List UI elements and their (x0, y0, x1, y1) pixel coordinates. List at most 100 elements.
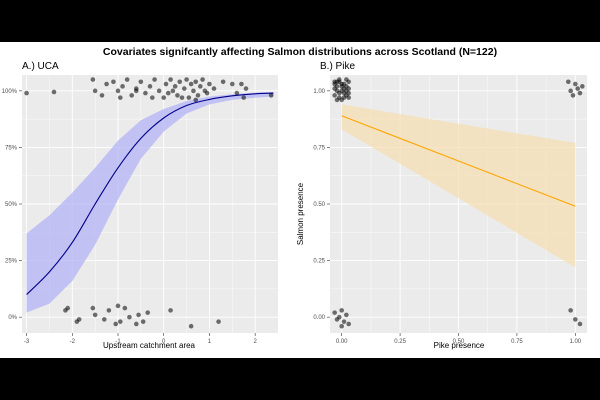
data-point (229, 81, 235, 87)
data-point (339, 323, 344, 329)
data-point (241, 95, 247, 100)
data-point (193, 97, 199, 103)
panel-title-uca: A.) UCA (22, 61, 59, 72)
data-point (346, 90, 351, 96)
y-tick-label: 0.00 (313, 315, 325, 321)
x-tick-label: 0.75 (511, 339, 523, 345)
data-point (101, 317, 107, 322)
data-point (186, 95, 192, 100)
data-point (143, 90, 148, 96)
fitted-line (26, 92, 274, 295)
data-point (179, 95, 185, 100)
figure-title: Covariates signifcantly affecting Salmon… (103, 46, 497, 58)
data-point (168, 77, 173, 82)
data-point (115, 88, 121, 94)
x-tick-label: -2 (70, 339, 76, 345)
data-point (165, 90, 171, 96)
data-point (76, 317, 82, 322)
data-point (122, 305, 128, 311)
panel-title-pike: B.) Pike (320, 61, 355, 72)
data-point (577, 90, 583, 96)
data-point (239, 81, 244, 87)
data-point (51, 89, 57, 95)
data-point (334, 97, 340, 103)
x-tick-label: 0.50 (453, 339, 465, 345)
data-point (346, 79, 351, 85)
data-point (184, 77, 189, 82)
data-point (129, 93, 135, 98)
data-point (341, 86, 347, 91)
data-point (170, 88, 176, 94)
data-point (133, 88, 139, 94)
data-point (573, 81, 578, 87)
data-point (332, 93, 337, 98)
data-point (243, 86, 249, 91)
data-point (120, 84, 125, 89)
data-point (568, 88, 573, 94)
data-point (138, 79, 144, 85)
data-point (24, 90, 29, 96)
data-point (92, 312, 98, 318)
y-tick-label: 1.00 (313, 89, 325, 95)
data-point (177, 79, 183, 85)
data-point (168, 308, 173, 313)
y-tick-label: 0% (8, 315, 17, 321)
data-point (111, 79, 116, 85)
fitted-line (341, 115, 576, 207)
data-point (341, 319, 347, 324)
data-point (268, 93, 274, 98)
y-tick-label: 25% (5, 259, 18, 265)
data-point (216, 319, 221, 324)
data-point (113, 321, 119, 327)
data-point (188, 81, 194, 87)
data-point (90, 77, 96, 82)
data-point (161, 95, 167, 100)
data-point (117, 95, 123, 100)
data-point (152, 77, 157, 82)
confidence-band (26, 91, 274, 313)
data-point (220, 79, 226, 85)
data-point (332, 86, 337, 91)
data-point (140, 319, 146, 324)
data-point (181, 86, 187, 91)
data-point (197, 84, 203, 89)
data-point (99, 93, 105, 98)
data-point (145, 310, 151, 315)
data-point (566, 79, 571, 85)
data-point (570, 93, 576, 98)
y-tick-label: 0.25 (313, 259, 325, 265)
figure: Covariates signifcantly affecting Salmon… (0, 42, 600, 358)
data-point (133, 321, 139, 327)
data-point (124, 77, 130, 82)
x-tick-label: 0.25 (394, 339, 406, 345)
y-tick-label: 0.50 (313, 202, 325, 208)
data-point (575, 86, 580, 91)
y-tick-label: 75% (5, 145, 18, 151)
data-point (172, 84, 178, 89)
chart-canvas: Covariates signifcantly affecting Salmon… (2, 46, 587, 350)
y-axis-label-pike: Salmon presence (296, 182, 305, 245)
data-point (580, 84, 585, 89)
data-point (163, 81, 169, 87)
data-point (234, 90, 240, 96)
data-point (175, 93, 180, 98)
data-point (156, 88, 162, 94)
data-point (106, 308, 112, 313)
data-point (191, 88, 196, 94)
x-tick-label: 0.00 (336, 339, 348, 345)
data-point (337, 90, 342, 96)
panel-uca: A.) UCA Upstream catchment area -3 -2 -1 0 1… (2, 61, 278, 350)
data-point (127, 314, 132, 320)
data-point (573, 317, 578, 322)
y-tick-label: 50% (5, 202, 18, 208)
data-point (193, 79, 199, 85)
data-point (90, 305, 96, 311)
x-tick-label: -3 (24, 339, 30, 345)
x-tick-label: 1 (208, 339, 212, 345)
data-point (204, 90, 210, 96)
data-point (346, 321, 351, 327)
data-point (149, 95, 155, 100)
data-point (115, 303, 121, 309)
x-axis-label-pike: Pike presence (434, 341, 485, 350)
x-axis-label-uca: Upstream catchment area (103, 341, 196, 350)
